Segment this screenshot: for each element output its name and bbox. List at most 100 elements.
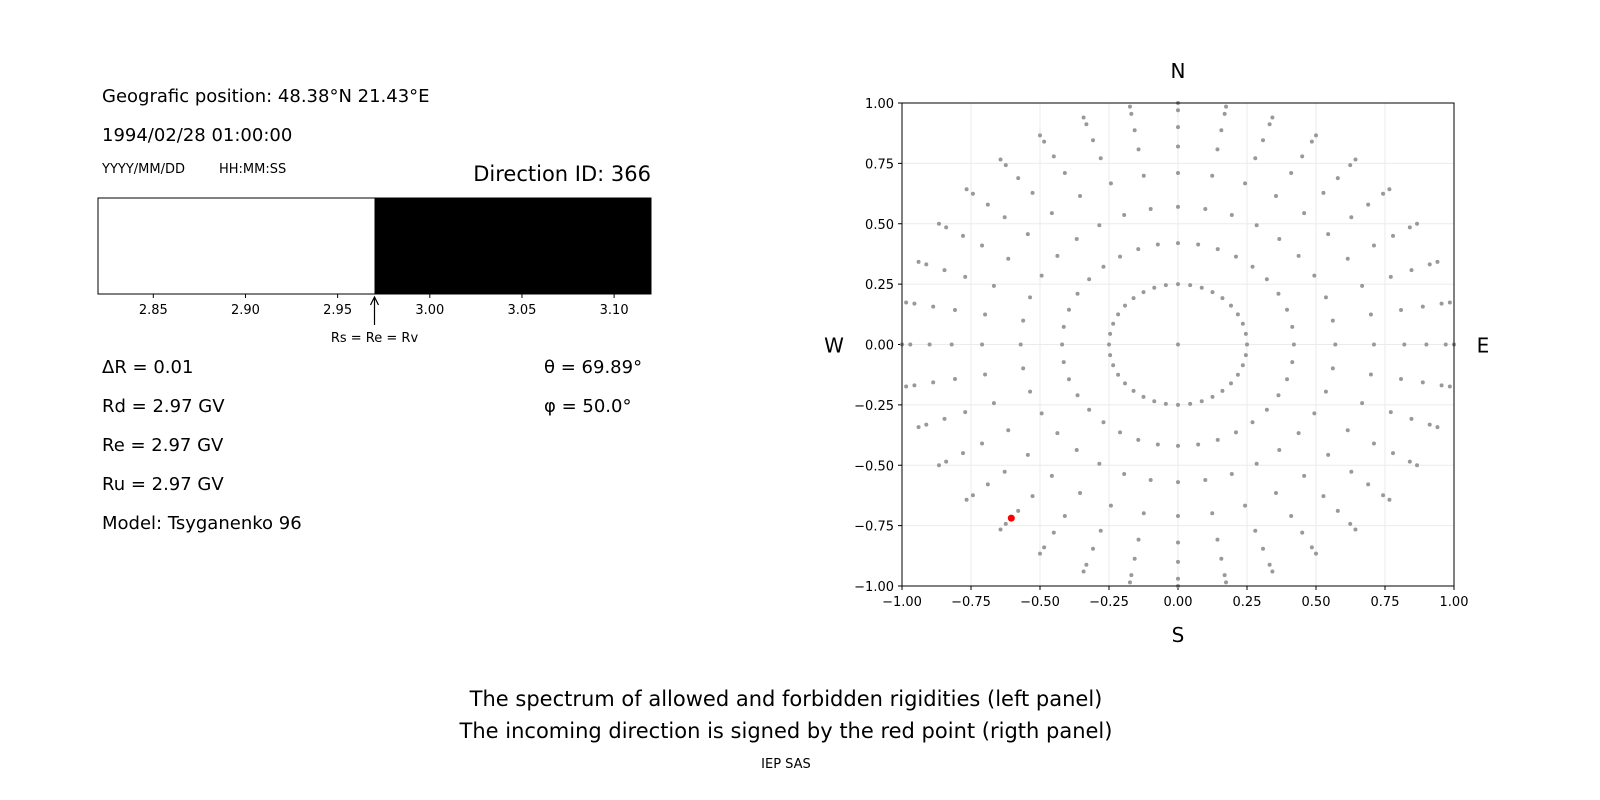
direction-point [1084,562,1089,567]
direction-point [1116,372,1121,377]
direction-point [1387,187,1392,192]
direction-point [927,342,932,347]
direction-point [964,187,969,192]
direction-point [1399,307,1404,312]
direction-point [980,243,985,248]
direction-point [1203,477,1208,482]
direction-point [1439,383,1444,388]
direction-point [1326,452,1331,457]
x-tick-label: 1.00 [1440,595,1469,610]
direction-point [1349,215,1354,220]
direction-point [1136,147,1141,152]
direction-point [1219,128,1224,133]
direction-point [1090,546,1095,551]
direction-point [1199,285,1204,290]
x-tick-label: 2.95 [323,303,352,318]
spectrum-frame [97,197,652,295]
direction-point [1407,225,1412,230]
direction-point [1176,540,1180,545]
datetime: 1994/02/28 01:00:00 [102,125,292,146]
direction-point [1127,104,1132,109]
direction-point [1025,452,1030,457]
direction-point [1074,448,1079,453]
direction-point [1289,171,1294,176]
direction-point [1345,256,1350,261]
direction-point [1176,342,1180,347]
direction-point [1210,290,1215,295]
position: Geografic position: 48.38°N 21.43°E [102,86,430,107]
direction-point [1402,342,1407,347]
direction-point [1345,428,1350,433]
direction-point [985,482,990,487]
direction-point [1141,511,1146,516]
direction-point [1243,181,1248,186]
direction-point [1203,207,1208,212]
direction-point [1415,221,1420,226]
direction-point [1254,461,1259,466]
direction-point [1163,401,1168,406]
direction-point [1291,342,1296,347]
direction-point [1141,394,1146,399]
direction-point [1420,380,1425,385]
direction-point [1409,416,1414,421]
direction-point [1155,442,1160,447]
y-tick-label: 0.75 [865,157,894,172]
direction-point [1302,211,1307,216]
direction-point [1309,545,1314,550]
direction-point [912,383,917,388]
direction-point [1074,236,1079,241]
direction-point [1042,139,1047,144]
direction-point [1176,171,1180,176]
direction-point [1253,528,1258,533]
direction-point [904,384,909,389]
direction-point [1388,410,1393,415]
direction-point [1254,223,1259,228]
direction-point [1062,513,1067,518]
direction-point [1002,469,1007,474]
y-tick-label: 0.25 [865,278,894,293]
direction-point [998,157,1003,162]
direction-point [1066,307,1071,312]
direction-point [1176,282,1180,287]
direction-point [1290,324,1295,329]
direction-point [1228,303,1233,308]
compass-label: S [1172,623,1185,647]
direction-point [944,459,949,464]
direction-point [1420,304,1425,309]
x-tick-label: −0.25 [1089,595,1129,610]
direction-point [1176,241,1180,246]
direction-point [1407,459,1412,464]
direction-point [1371,441,1376,446]
direction-point [1215,437,1220,442]
direction-point [1323,389,1328,394]
direction-point [1163,283,1168,288]
y-tick-label: 0.00 [865,339,894,354]
direction-point [1002,215,1007,220]
direction-point [1030,494,1035,499]
direction-point [1309,139,1314,144]
direction-point [1270,115,1275,120]
direction-point [1051,530,1056,535]
direction-point [1220,388,1225,393]
direction-point [1335,508,1340,513]
direction-point [970,493,975,498]
direction-point [1277,448,1282,453]
direction-point [1049,473,1054,478]
direction-point [1131,388,1136,393]
direction-point [936,221,941,226]
direction-point [1028,389,1033,394]
direction-point [1039,273,1044,278]
direction-point [1312,411,1317,416]
direction-point [1243,331,1248,336]
direction-point [1107,342,1111,347]
direction-point [1235,372,1240,377]
direction-point [1349,469,1354,474]
direction-point [1435,425,1440,430]
direction-point [1049,211,1054,216]
time-format: HH:MM:SS [219,162,286,177]
direction-point [1176,559,1180,564]
direction-point [960,451,965,456]
direction-point [1155,242,1160,247]
parameter: ΔR = 0.01 [102,357,193,378]
caption: The incoming direction is signed by the … [459,719,1113,743]
